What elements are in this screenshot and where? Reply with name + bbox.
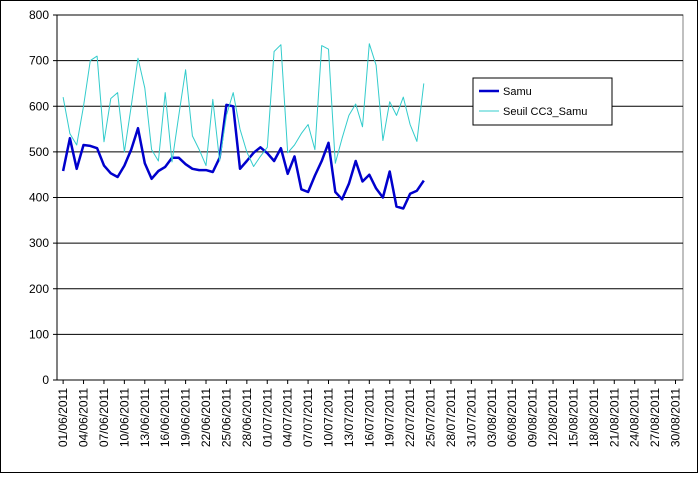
x-tick-label: 21/08/2011 (607, 388, 621, 447)
x-tick-label: 10/07/2011 (321, 388, 335, 447)
x-tick-label: 24/08/2011 (628, 388, 642, 447)
x-tick-label: 18/08/2011 (587, 388, 601, 447)
x-tick-label: 09/08/2011 (526, 388, 540, 447)
x-tick-label: 16/07/2011 (362, 388, 376, 447)
x-tick-label: 28/06/2011 (240, 388, 254, 447)
legend-label: Seuil CC3_Samu (503, 106, 587, 118)
x-tick-label: 12/08/2011 (546, 388, 560, 447)
x-tick-label: 01/06/2011 (56, 388, 70, 447)
y-tick-label: 600 (29, 99, 49, 113)
y-tick-label: 300 (29, 236, 49, 250)
y-tick-label: 0 (42, 373, 49, 387)
x-tick-label: 22/06/2011 (199, 388, 213, 447)
y-tick-label: 800 (29, 8, 49, 22)
legend-box (472, 77, 613, 126)
x-tick-label: 15/08/2011 (566, 388, 580, 447)
x-tick-label: 25/07/2011 (424, 388, 438, 447)
y-tick-label: 100 (29, 327, 49, 341)
x-tick-label: 30/08/2011 (669, 388, 683, 447)
x-tick-label: 19/07/2011 (383, 388, 397, 447)
y-tick-label: 400 (29, 191, 49, 205)
x-tick-label: 07/06/2011 (97, 388, 111, 447)
x-tick-label: 16/06/2011 (158, 388, 172, 447)
x-tick-label: 01/07/2011 (260, 388, 274, 447)
x-tick-label: 13/07/2011 (342, 388, 356, 447)
y-tick-label: 500 (29, 145, 49, 159)
legend-label: Samu (503, 86, 532, 98)
x-tick-label: 25/06/2011 (219, 388, 233, 447)
x-tick-label: 06/08/2011 (505, 388, 519, 447)
x-tick-label: 07/07/2011 (301, 388, 315, 447)
x-tick-label: 04/06/2011 (77, 388, 91, 447)
y-tick-label: 700 (29, 54, 49, 68)
series-line (61, 103, 425, 210)
x-tick-label: 03/08/2011 (485, 388, 499, 447)
x-tick-label: 27/08/2011 (648, 388, 662, 447)
x-tick-label: 04/07/2011 (281, 388, 295, 447)
x-tick-label: 22/07/2011 (403, 388, 417, 447)
x-tick-label: 13/06/2011 (138, 388, 152, 447)
y-tick-label: 200 (29, 282, 49, 296)
x-tick-label: 28/07/2011 (444, 388, 458, 447)
x-tick-label: 31/07/2011 (464, 388, 478, 447)
x-tick-label: 19/06/2011 (179, 388, 193, 447)
series-line (62, 43, 425, 167)
x-tick-label: 10/06/2011 (117, 388, 131, 447)
